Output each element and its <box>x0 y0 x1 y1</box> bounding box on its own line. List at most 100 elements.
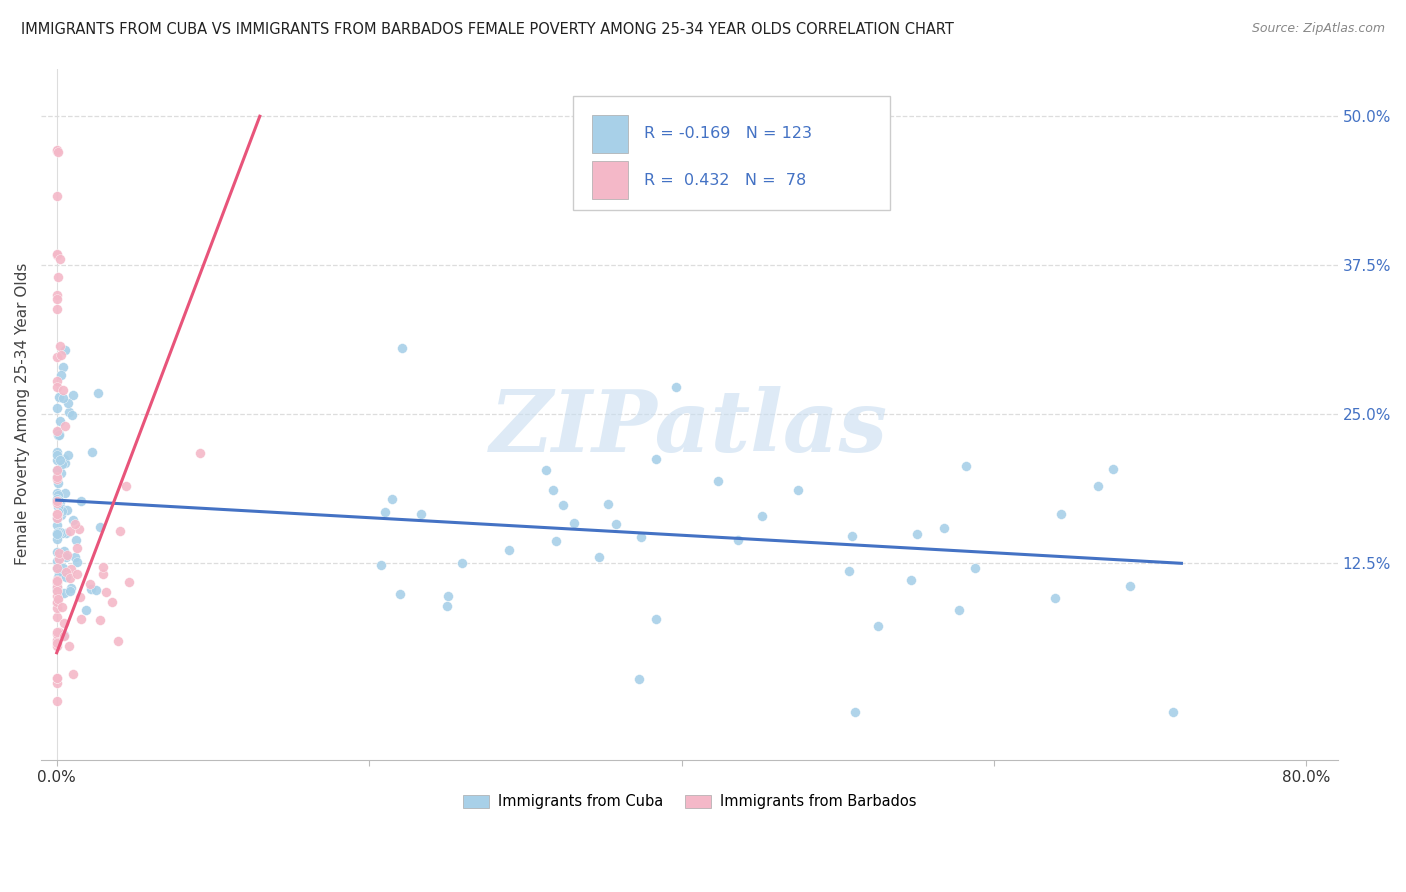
Point <box>49 453 72 467</box>
Point <box>46 247 69 261</box>
Point <box>46 424 69 438</box>
Point <box>48 339 70 353</box>
Point <box>65 550 87 565</box>
Point <box>48 505 70 519</box>
Point <box>841 528 863 542</box>
Point <box>1043 591 1066 606</box>
Point <box>46 532 69 546</box>
Point <box>46 425 69 440</box>
Point <box>45 580 67 594</box>
Point <box>1102 461 1125 475</box>
Point <box>55 548 77 562</box>
Point <box>55 526 77 541</box>
Point <box>46 145 69 159</box>
Point <box>630 530 652 544</box>
Point <box>45 380 67 394</box>
Point <box>55 565 77 579</box>
Point <box>62 513 84 527</box>
Point <box>955 459 977 474</box>
Point <box>46 492 69 507</box>
Point <box>46 143 69 157</box>
Point <box>45 494 67 508</box>
Point <box>52 615 75 630</box>
Point <box>45 470 67 484</box>
Point <box>45 292 67 306</box>
Point <box>46 270 69 285</box>
Point <box>1161 706 1184 720</box>
Point <box>89 520 111 534</box>
Point <box>45 624 67 639</box>
Point <box>59 571 82 585</box>
Point <box>45 561 67 575</box>
Point <box>45 596 67 610</box>
Point <box>48 566 70 580</box>
Point <box>844 706 866 720</box>
Point <box>46 560 69 574</box>
Point <box>49 495 72 509</box>
Point <box>59 524 82 539</box>
Point <box>411 507 433 521</box>
Point <box>58 405 80 419</box>
Point <box>437 590 460 604</box>
Point <box>62 666 84 681</box>
FancyBboxPatch shape <box>592 115 628 153</box>
Point <box>391 342 413 356</box>
Point <box>370 558 392 572</box>
Point <box>598 497 620 511</box>
Point <box>543 483 565 498</box>
Point <box>46 506 69 520</box>
Point <box>374 505 396 519</box>
Point <box>48 587 70 601</box>
Point <box>905 527 928 541</box>
Point <box>48 427 70 442</box>
Point <box>52 391 75 405</box>
Point <box>53 628 76 642</box>
Point <box>45 545 67 559</box>
Legend: Immigrants from Cuba, Immigrants from Barbados: Immigrants from Cuba, Immigrants from Ba… <box>457 789 922 815</box>
Point <box>605 517 627 532</box>
Point <box>381 491 404 506</box>
Point <box>45 694 67 708</box>
Point <box>48 552 70 566</box>
Point <box>46 570 69 584</box>
Point <box>45 632 67 647</box>
Point <box>91 560 114 574</box>
Point <box>665 380 688 394</box>
Point <box>107 634 129 648</box>
Point <box>52 384 75 398</box>
Point <box>69 590 91 604</box>
Point <box>45 188 67 202</box>
Point <box>45 401 67 415</box>
Point <box>645 612 668 626</box>
Point <box>45 627 67 641</box>
Point <box>45 526 67 541</box>
Point <box>55 549 77 564</box>
Point <box>48 390 70 404</box>
Point <box>84 583 107 598</box>
Point <box>838 565 860 579</box>
Point <box>751 509 773 524</box>
Point <box>46 448 69 462</box>
Point <box>900 573 922 587</box>
Point <box>51 457 73 471</box>
Point <box>45 351 67 365</box>
Point <box>963 561 986 575</box>
Text: IMMIGRANTS FROM CUBA VS IMMIGRANTS FROM BARBADOS FEMALE POVERTY AMONG 25-34 YEAR: IMMIGRANTS FROM CUBA VS IMMIGRANTS FROM … <box>21 22 953 37</box>
Point <box>48 493 70 508</box>
Point <box>188 446 211 460</box>
Point <box>46 524 69 539</box>
Point <box>56 449 79 463</box>
Text: Source: ZipAtlas.com: Source: ZipAtlas.com <box>1251 22 1385 36</box>
Point <box>53 419 76 434</box>
Point <box>52 544 75 558</box>
Point <box>46 582 69 597</box>
Point <box>51 504 73 518</box>
Point <box>66 556 89 570</box>
Point <box>46 144 69 158</box>
Point <box>45 554 67 568</box>
Point <box>55 570 77 584</box>
Point <box>52 360 75 375</box>
Point <box>58 639 80 653</box>
Point <box>498 543 520 558</box>
Text: ZIPatlas: ZIPatlas <box>491 386 889 470</box>
